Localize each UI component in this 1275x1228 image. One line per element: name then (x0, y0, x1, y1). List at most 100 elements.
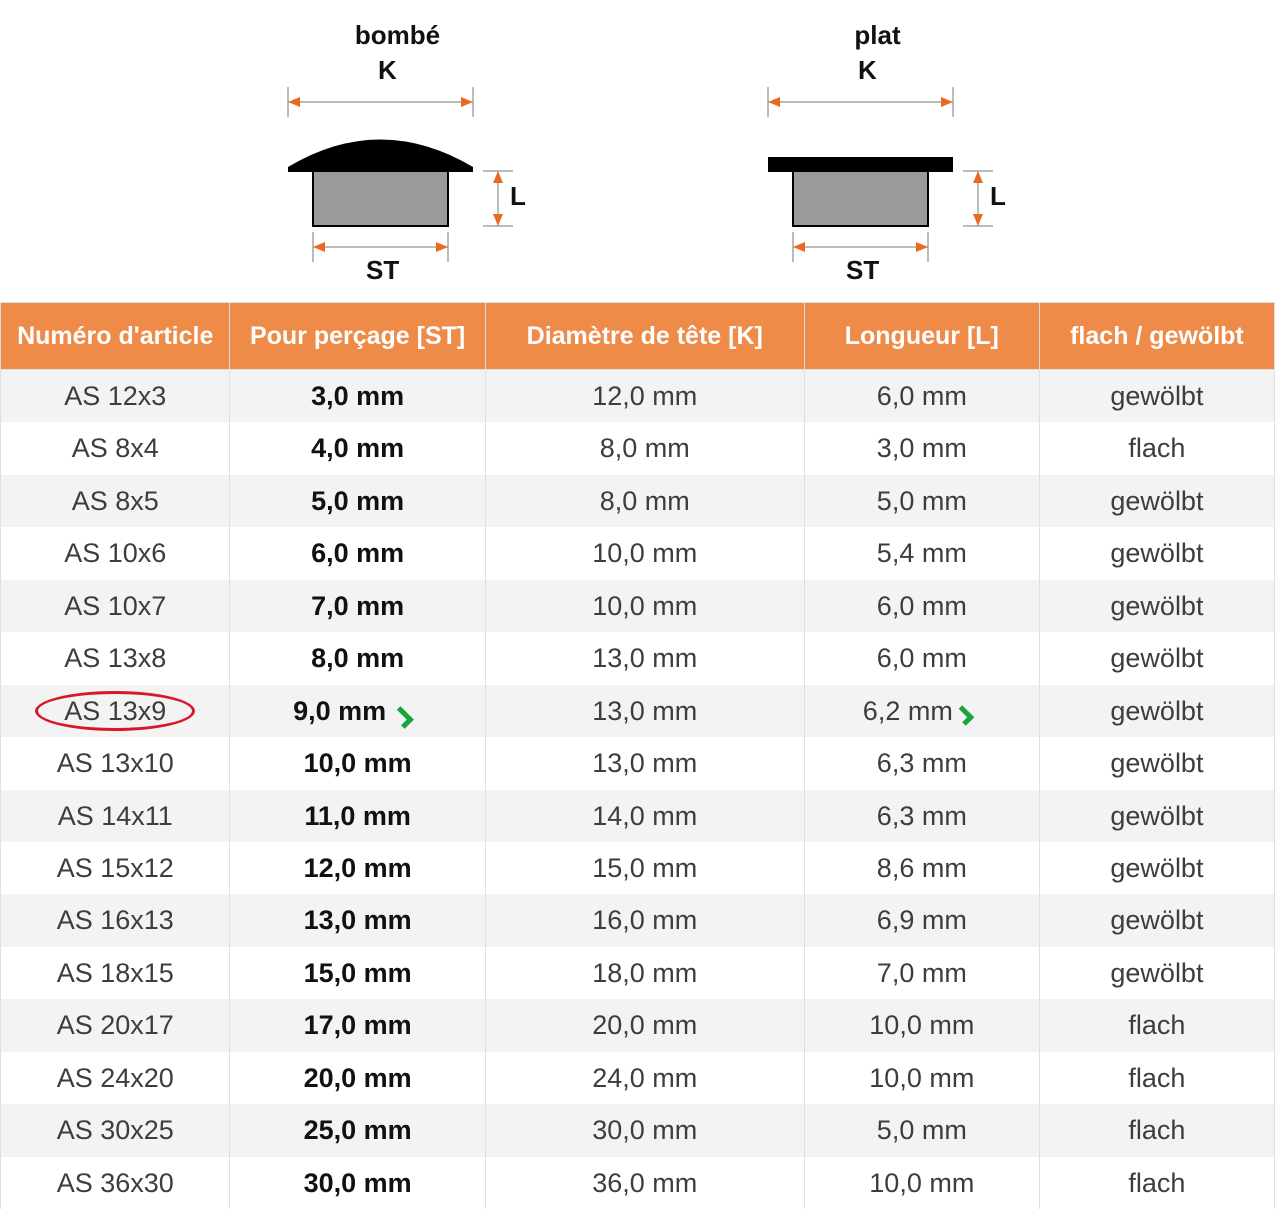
article-text: AS 24x20 (57, 1063, 174, 1093)
article-text: AS 8x5 (72, 486, 159, 516)
cell-st: 25,0 mm (230, 1104, 485, 1156)
cell-type: flach (1039, 422, 1274, 474)
cell-type: gewölbt (1039, 580, 1274, 632)
cell-type: gewölbt (1039, 737, 1274, 789)
cell-type: gewölbt (1039, 475, 1274, 527)
cell-l: 6,2 mm (804, 685, 1039, 737)
header-k: Diamètre de tête [K] (485, 303, 804, 370)
cell-k: 14,0 mm (485, 790, 804, 842)
article-text: AS 12x3 (64, 381, 166, 411)
diagram-row: bombé K L ST (0, 0, 1275, 302)
article-text: AS 36x30 (57, 1168, 174, 1198)
article-text: AS 13x10 (57, 748, 174, 778)
cell-l: 6,9 mm (804, 894, 1039, 946)
st-text: 3,0 mm (311, 381, 404, 411)
cell-l: 5,0 mm (804, 1104, 1039, 1156)
cell-k: 10,0 mm (485, 527, 804, 579)
l-text: 6,0 mm (877, 381, 967, 411)
table-body: AS 12x33,0 mm12,0 mm6,0 mmgewölbtAS 8x44… (1, 370, 1275, 1210)
l-text: 6,2 mm (863, 696, 953, 726)
cell-l: 6,0 mm (804, 580, 1039, 632)
check-icon (955, 703, 981, 723)
cell-type: gewölbt (1039, 685, 1274, 737)
diagram-bombe-title: bombé (248, 20, 548, 51)
cell-article: AS 13x8 (1, 632, 230, 684)
article-text: AS 30x25 (57, 1115, 174, 1145)
st-text: 8,0 mm (311, 643, 404, 673)
header-st: Pour perçage [ST] (230, 303, 485, 370)
cell-article: AS 13x10 (1, 737, 230, 789)
l-text: 7,0 mm (877, 958, 967, 988)
cell-type: gewölbt (1039, 790, 1274, 842)
st-text: 12,0 mm (304, 853, 412, 883)
article-text: AS 16x13 (57, 905, 174, 935)
diagram-plat: plat K L ST (728, 20, 1028, 292)
cell-article: AS 8x4 (1, 422, 230, 474)
cell-type: gewölbt (1039, 527, 1274, 579)
cell-k: 12,0 mm (485, 370, 804, 423)
cell-type: gewölbt (1039, 632, 1274, 684)
table-row: AS 36x3030,0 mm36,0 mm10,0 mmflach (1, 1157, 1275, 1209)
table-row: AS 13x88,0 mm13,0 mm6,0 mmgewölbt (1, 632, 1275, 684)
table-row: AS 20x1717,0 mm20,0 mm10,0 mmflach (1, 999, 1275, 1051)
l-text: 6,0 mm (877, 643, 967, 673)
cell-type: flach (1039, 999, 1274, 1051)
label-st: ST (366, 255, 399, 285)
st-text: 10,0 mm (304, 748, 412, 778)
cell-l: 8,6 mm (804, 842, 1039, 894)
article-text: AS 18x15 (57, 958, 174, 988)
cell-article: AS 10x7 (1, 580, 230, 632)
l-text: 6,3 mm (877, 748, 967, 778)
label-k2: K (858, 57, 877, 85)
cell-k: 13,0 mm (485, 685, 804, 737)
article-text: AS 14x11 (58, 801, 173, 831)
table-row: AS 10x77,0 mm10,0 mm6,0 mmgewölbt (1, 580, 1275, 632)
cell-type: gewölbt (1039, 894, 1274, 946)
cell-article: AS 30x25 (1, 1104, 230, 1156)
table-header-row: Numéro d'article Pour perçage [ST] Diamè… (1, 303, 1275, 370)
cell-k: 8,0 mm (485, 475, 804, 527)
cell-k: 13,0 mm (485, 737, 804, 789)
l-text: 6,0 mm (877, 591, 967, 621)
cell-article: AS 10x6 (1, 527, 230, 579)
cell-st: 5,0 mm (230, 475, 485, 527)
table-row: AS 12x33,0 mm12,0 mm6,0 mmgewölbt (1, 370, 1275, 423)
cell-l: 5,4 mm (804, 527, 1039, 579)
label-l2: L (990, 181, 1006, 211)
header-type: flach / gewölbt (1039, 303, 1274, 370)
l-text: 5,4 mm (877, 538, 967, 568)
cell-k: 20,0 mm (485, 999, 804, 1051)
cell-type: gewölbt (1039, 947, 1274, 999)
st-text: 30,0 mm (304, 1168, 412, 1198)
l-text: 5,0 mm (877, 486, 967, 516)
cell-article: AS 24x20 (1, 1052, 230, 1104)
cell-article: AS 12x3 (1, 370, 230, 423)
cell-l: 5,0 mm (804, 475, 1039, 527)
cell-type: flach (1039, 1157, 1274, 1209)
table-row: AS 16x13 13,0 mm 16,0 mm6,9 mmgewölbt (1, 894, 1275, 946)
cell-st: 4,0 mm (230, 422, 485, 474)
st-text: 7,0 mm (311, 591, 404, 621)
table-row: AS 30x2525,0 mm30,0 mm5,0 mmflach (1, 1104, 1275, 1156)
diagram-plat-title: plat (728, 20, 1028, 51)
cell-k: 15,0 mm (485, 842, 804, 894)
st-text: 13,0 mm (304, 905, 412, 935)
cell-st: 15,0 mm (230, 947, 485, 999)
cell-article: AS 13x9 (1, 685, 230, 737)
l-text: 10,0 mm (869, 1168, 974, 1198)
article-text: AS 20x17 (57, 1010, 174, 1040)
label-st2: ST (846, 255, 879, 285)
article-text: AS 10x7 (64, 591, 166, 621)
cell-k: 18,0 mm (485, 947, 804, 999)
cell-st: 12,0 mm (230, 842, 485, 894)
diagram-bombe: bombé K L ST (248, 20, 548, 292)
cell-type: flach (1039, 1104, 1274, 1156)
table-row: AS 13x99,0 mm13,0 mm6,2 mmgewölbt (1, 685, 1275, 737)
table-row: AS 8x44,0 mm8,0 mm3,0 mmflach (1, 422, 1275, 474)
cell-st: 30,0 mm (230, 1157, 485, 1209)
cell-k: 16,0 mm (485, 894, 804, 946)
cell-k: 24,0 mm (485, 1052, 804, 1104)
article-text: AS 10x6 (64, 538, 166, 568)
header-l: Longueur [L] (804, 303, 1039, 370)
cell-l: 6,3 mm (804, 790, 1039, 842)
